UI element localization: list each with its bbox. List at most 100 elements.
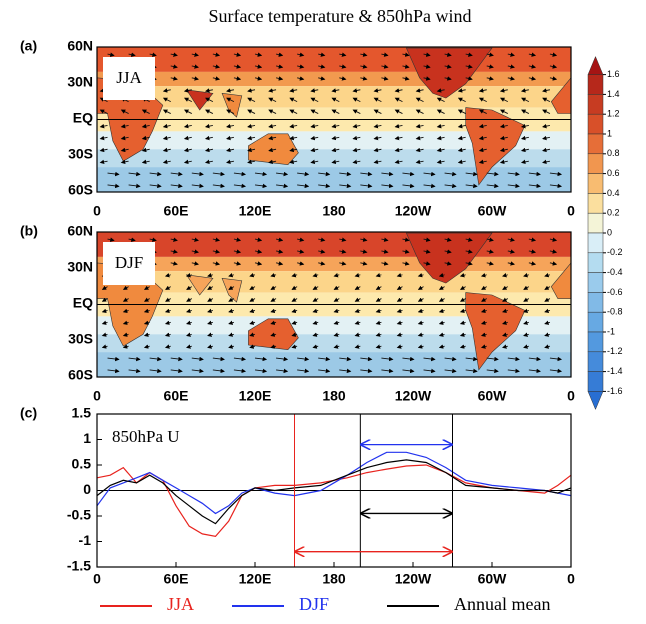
wind-vector — [291, 308, 298, 314]
y-tick-label: 0 — [83, 481, 91, 497]
colorbar-segment — [587, 153, 604, 174]
wind-vector — [141, 159, 150, 165]
wind-vector — [186, 308, 192, 314]
lon-label: 0 — [93, 388, 101, 404]
map-frame — [96, 231, 572, 378]
wind-vector — [207, 308, 213, 314]
wind-vector — [352, 123, 361, 129]
wind-vector — [318, 52, 326, 57]
land — [405, 232, 493, 284]
colorbar-segment — [587, 311, 604, 333]
wind-vector — [268, 147, 277, 153]
wind-vector — [438, 344, 445, 349]
wind-vector — [333, 272, 340, 278]
x-tick-label: 180 — [322, 571, 346, 587]
temperature-band — [97, 231, 571, 257]
wind-vector — [339, 237, 347, 242]
wind-vector — [480, 320, 487, 325]
wind-vector — [297, 171, 310, 177]
wind-vector — [373, 97, 382, 103]
wind-vector — [523, 297, 530, 302]
wind-vector — [249, 285, 256, 290]
wind-vector — [402, 356, 415, 362]
wind-vector — [143, 308, 150, 314]
temperature-band — [97, 131, 571, 150]
wind-vector — [360, 368, 373, 374]
wind-vector — [438, 272, 445, 278]
wind-vector — [310, 109, 319, 114]
wind-vector — [444, 183, 457, 189]
wind-vector — [186, 332, 192, 337]
wind-vector — [360, 183, 373, 189]
wind-vector — [423, 261, 431, 266]
colorbar-label: -1 — [607, 326, 615, 336]
wind-vector — [183, 109, 193, 114]
wind-vector — [254, 356, 268, 362]
wind-vector — [507, 356, 520, 362]
wind-vector — [507, 368, 520, 374]
wind-vector — [331, 109, 340, 114]
wind-vector — [191, 52, 199, 57]
wind-vector — [360, 237, 368, 242]
wind-vector — [381, 64, 389, 69]
wind-vector — [478, 135, 487, 141]
wind-vector — [352, 135, 361, 141]
land — [405, 47, 493, 99]
data-line — [96, 464, 572, 538]
wind-vector — [520, 159, 529, 165]
wind-vector — [149, 171, 162, 177]
wind-vector — [318, 183, 331, 189]
wind-vector — [183, 135, 192, 141]
wind-vector — [465, 171, 478, 177]
temperature-band — [97, 271, 571, 293]
wind-vector — [520, 135, 529, 141]
colorbar-segment — [587, 351, 604, 372]
wind-vector — [423, 237, 431, 242]
wind-vector — [254, 249, 263, 254]
wind-vector — [486, 183, 499, 189]
wind-vector — [226, 159, 235, 165]
wind-vector — [191, 64, 199, 69]
wind-vector — [228, 320, 235, 325]
wind-vector — [270, 285, 277, 290]
wind-vector — [143, 344, 150, 349]
wind-vector — [186, 297, 193, 302]
wind-vector — [444, 356, 457, 362]
wind-vector — [381, 183, 394, 189]
data-line — [96, 451, 572, 515]
wind-vector — [186, 272, 192, 278]
wind-vector — [275, 249, 284, 254]
wind-vector — [360, 261, 368, 266]
wind-vector — [233, 64, 242, 69]
wind-vector — [333, 332, 340, 337]
wind-vector — [164, 332, 171, 337]
season-box — [103, 57, 155, 100]
lon-label: 120W — [395, 203, 432, 219]
wind-vector — [459, 308, 466, 314]
wind-vector — [394, 159, 403, 165]
wind-vector — [457, 109, 466, 114]
wind-vector — [141, 109, 150, 114]
wind-vector — [465, 368, 478, 374]
wind-vector — [268, 97, 277, 103]
lon-label: 60E — [164, 203, 189, 219]
wind-vector — [459, 272, 466, 278]
wind-vector — [275, 64, 284, 69]
wind-vector — [549, 368, 563, 374]
wind-vector — [402, 183, 415, 189]
wind-vector — [528, 183, 541, 189]
wind-vector — [143, 297, 150, 302]
wind-vector — [373, 135, 382, 141]
wind-vector — [375, 332, 382, 337]
colorbar-segment — [587, 292, 604, 313]
wind-vector — [394, 97, 403, 103]
temperature-band — [97, 256, 571, 272]
wind-vector — [247, 109, 256, 114]
wind-vector — [183, 88, 192, 93]
wind-vector — [276, 171, 289, 177]
wind-vector — [191, 171, 204, 177]
wind-vector — [254, 52, 263, 57]
wind-vector — [478, 97, 487, 103]
y-tick-label: 0.5 — [72, 456, 92, 472]
